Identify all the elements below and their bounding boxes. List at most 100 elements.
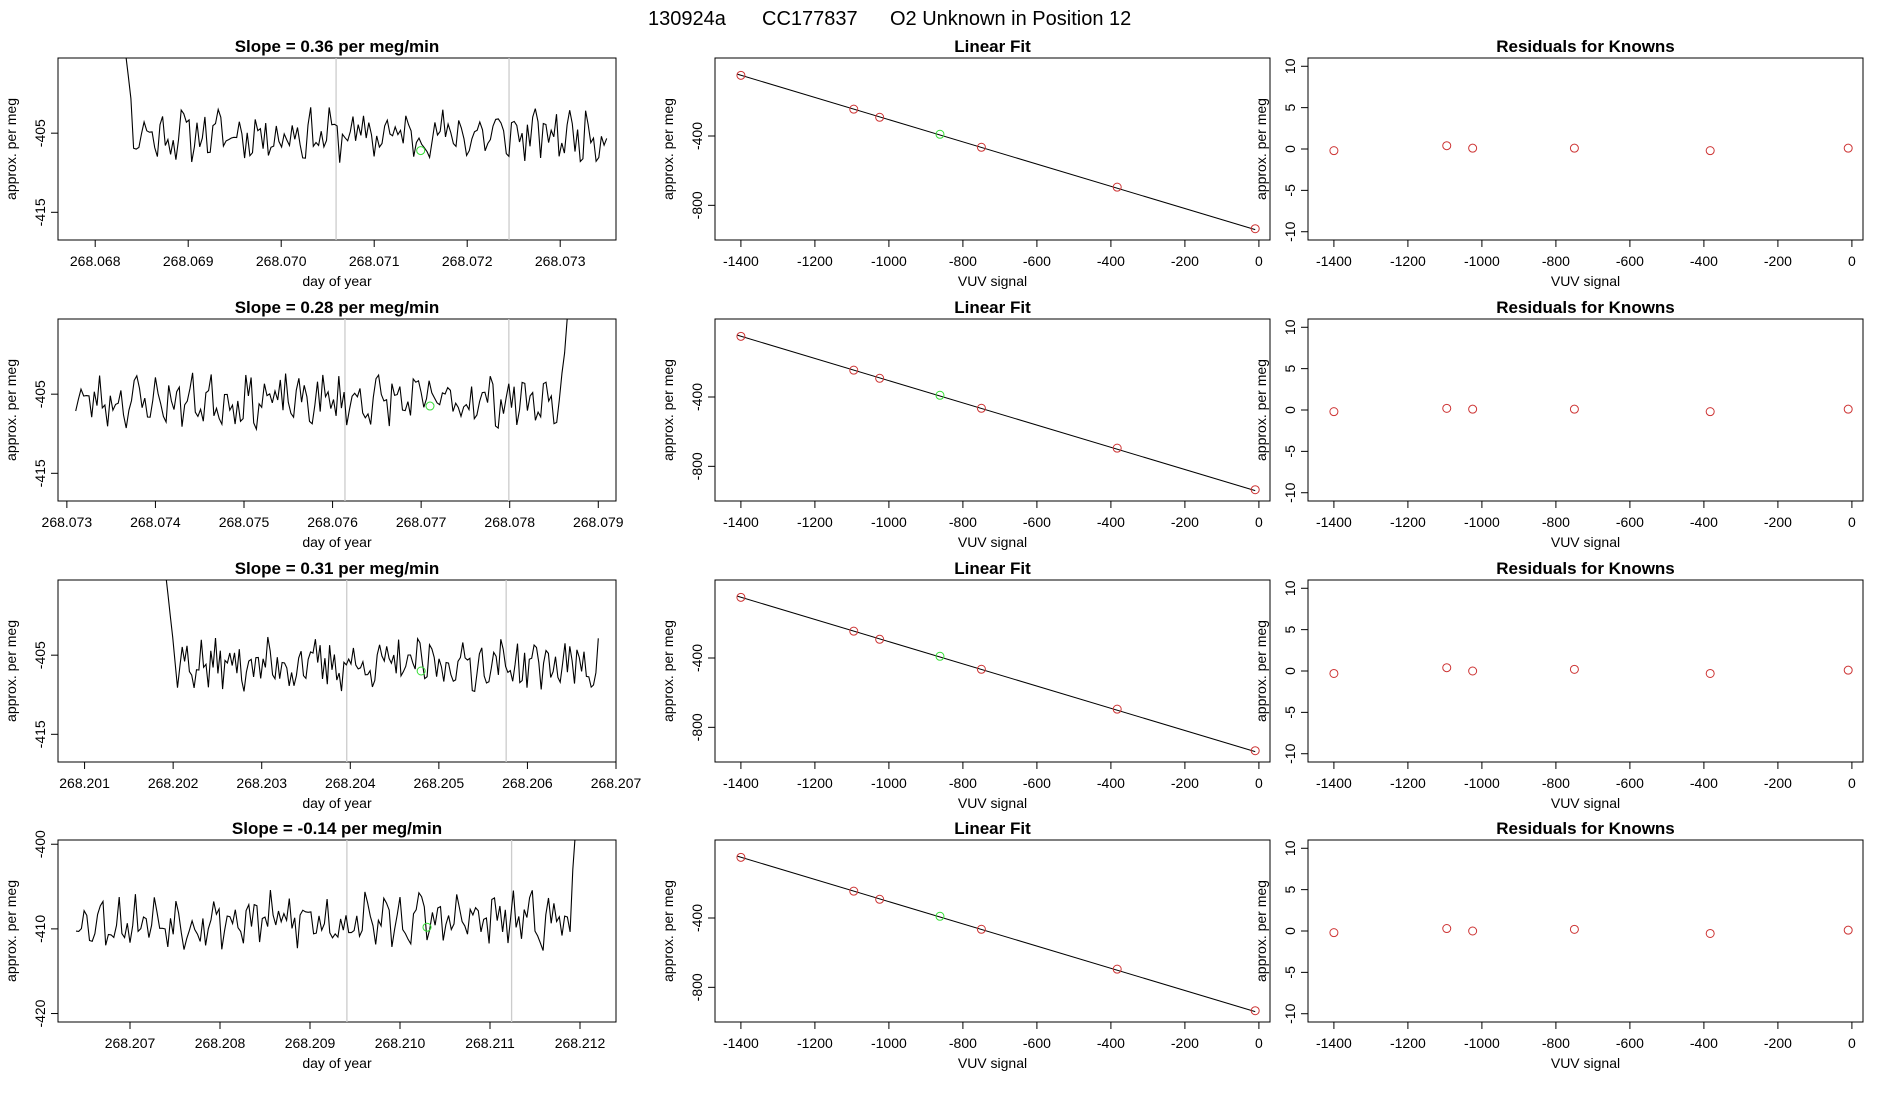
x-tick-label: -1200 (797, 514, 833, 530)
x-tick-label: 0 (1848, 1035, 1856, 1051)
panel-title: Residuals for Knowns (1496, 819, 1675, 838)
fit-line (737, 855, 1256, 1013)
known-point (1112, 182, 1122, 192)
x-tick-label: -1000 (1464, 775, 1500, 791)
x-tick-label: 268.073 (535, 253, 586, 269)
residual-point (1442, 663, 1452, 673)
x-tick-label: -600 (1023, 775, 1051, 791)
residual-point (1468, 666, 1478, 676)
plot-area (736, 592, 1260, 756)
x-tick-label: 268.208 (195, 1035, 246, 1051)
plot-area (1329, 663, 1853, 678)
plot-frame (714, 839, 1271, 1023)
known-point (875, 634, 885, 644)
panel-r3-c1: Slope = 0.31 per meg/min day of year appro… (3, 559, 642, 811)
panel-r2-c1: Slope = 0.28 per meg/min day of year appro… (3, 298, 624, 550)
panel-title: Slope = -0.14 per meg/min (232, 819, 442, 838)
y-axis-label: approx. per meg (1253, 880, 1269, 982)
y-tick-label: 10 (1282, 580, 1298, 596)
y-axis-label: approx. per meg (660, 359, 676, 461)
y-tick-label: -400 (689, 904, 705, 932)
panel-title: Residuals for Knowns (1496, 37, 1675, 56)
x-tick-label: 268.202 (148, 775, 199, 791)
x-tick-label: -1200 (1390, 253, 1426, 269)
residual-point (1569, 404, 1579, 414)
x-tick-label: -400 (1097, 514, 1125, 530)
y-tick-label: -5 (1282, 184, 1298, 197)
x-tick-label: -600 (1616, 775, 1644, 791)
measurement-trace (165, 580, 599, 693)
y-axis-label: approx. per meg (660, 880, 676, 982)
x-tick-label: 0 (1255, 514, 1263, 530)
y-tick-label: -10 (1282, 221, 1298, 241)
panel-title: Linear Fit (954, 819, 1031, 838)
residual-point (1329, 668, 1339, 678)
y-axis-label: approx. per meg (3, 880, 19, 982)
x-tick-label: -800 (949, 775, 977, 791)
x-tick-label: 268.078 (484, 514, 535, 530)
unknown-point (935, 129, 945, 139)
residual-point (1569, 924, 1579, 934)
x-tick-label: 268.209 (285, 1035, 336, 1051)
residual-point (1329, 928, 1339, 938)
known-point (849, 365, 859, 375)
known-point (1250, 224, 1260, 234)
panel-title: Linear Fit (954, 37, 1031, 56)
x-tick-label: 268.075 (219, 514, 270, 530)
plot-frame (57, 57, 617, 241)
x-tick-label: 268.201 (59, 775, 110, 791)
x-tick-label: -1000 (1464, 514, 1500, 530)
unknown-mean-point (416, 666, 426, 676)
x-tick-label: -1200 (1390, 775, 1426, 791)
x-tick-label: 268.074 (130, 514, 181, 530)
panel-r2-c3: Residuals for Knowns VUV signal approx. pe… (1253, 298, 1864, 550)
known-point (736, 852, 746, 862)
x-tick-label: 0 (1848, 514, 1856, 530)
plot-area (75, 840, 576, 1022)
x-tick-label: 0 (1255, 775, 1263, 791)
y-tick-label: -800 (689, 452, 705, 480)
plot-area (75, 319, 568, 501)
x-tick-label: 268.204 (325, 775, 376, 791)
y-axis-label: approx. per meg (3, 620, 19, 722)
known-point (849, 104, 859, 114)
x-tick-label: -1200 (797, 1035, 833, 1051)
x-tick-label: -800 (949, 514, 977, 530)
x-axis-label: VUV signal (1551, 273, 1620, 289)
panel-r3-c3: Residuals for Knowns VUV signal approx. pe… (1253, 559, 1864, 811)
x-tick-label: -1000 (1464, 253, 1500, 269)
panel-r1-c3: Residuals for Knowns VUV signal approx. pe… (1253, 37, 1864, 289)
y-tick-label: -415 (32, 720, 48, 748)
plot-frame (57, 839, 617, 1023)
x-tick-label: 268.068 (70, 253, 121, 269)
x-axis-label: day of year (302, 1055, 372, 1071)
y-tick-label: -410 (32, 915, 48, 943)
known-point (736, 331, 746, 341)
known-point (1250, 485, 1260, 495)
y-tick-label: -800 (689, 191, 705, 219)
panel-r3-c2: Linear Fit VUV signal approx. per meg -1400… (660, 559, 1271, 811)
x-tick-label: -1000 (1464, 1035, 1500, 1051)
plot-area (1329, 924, 1853, 938)
x-tick-label: -1000 (871, 1035, 907, 1051)
panel-title: Residuals for Knowns (1496, 298, 1675, 317)
x-tick-label: 268.211 (465, 1035, 515, 1051)
measurement-trace (75, 840, 576, 951)
x-tick-label: 0 (1848, 253, 1856, 269)
panel-r4-c2: Linear Fit VUV signal approx. per meg -1400… (660, 819, 1271, 1071)
y-tick-label: 10 (1282, 840, 1298, 856)
x-tick-label: -1200 (1390, 1035, 1426, 1051)
unknown-point (935, 390, 945, 400)
x-axis-label: day of year (302, 795, 372, 811)
panel-r1-c1: Slope = 0.36 per meg/min day of year appro… (3, 37, 617, 289)
known-point (875, 373, 885, 383)
x-tick-label: 268.206 (502, 775, 553, 791)
plot-area (736, 852, 1260, 1016)
plot-frame (714, 579, 1271, 763)
x-tick-label: -1400 (1316, 775, 1352, 791)
x-tick-label: 0 (1848, 775, 1856, 791)
y-tick-label: -400 (32, 830, 48, 858)
x-tick-label: 268.070 (256, 253, 307, 269)
measurement-trace (75, 319, 568, 432)
